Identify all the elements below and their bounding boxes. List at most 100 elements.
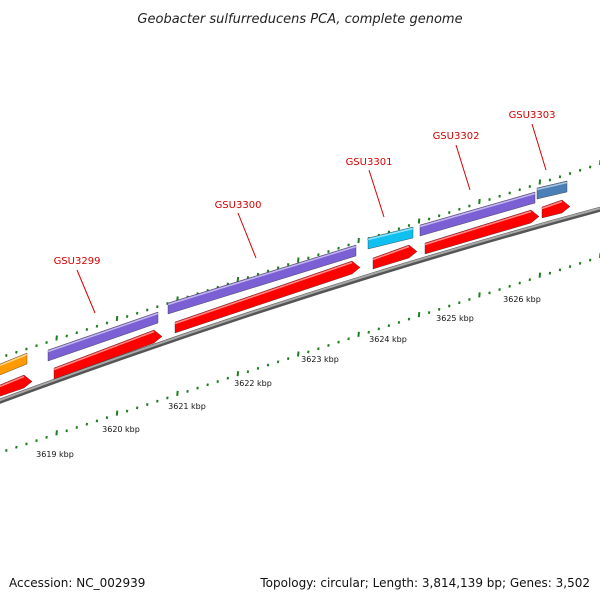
outer-ruler-tick [488,198,491,201]
outer-ruler-tick [417,218,421,224]
inner-ruler-tick [478,292,481,298]
outer-ruler-tick [347,243,350,247]
genome-backbone [0,206,600,404]
inner-ruler-tick [568,265,572,269]
outer-ruler-tick [25,347,28,351]
gene-labels: GSU3299 GSU3300 GSU3301 GSU3302 GSU3303 [54,110,556,314]
inner-ruler-tick [508,284,511,288]
kbp-label: 3619 kbp [36,450,74,459]
leader-GSU3302 [455,144,471,191]
gene-block-GSU3301-shine [367,227,414,241]
cds-arrow-GSU3302 [424,209,540,255]
inner-ruler-tick [468,297,471,301]
inner-ruler-tick [448,304,451,308]
cds-arrow-GSU3301 [372,244,418,270]
outer-ruler-tick [518,188,521,192]
inner-ruler-tick [548,271,552,275]
inner-ruler-tick [427,311,431,315]
kbp-label: 3626 kbp [503,295,541,304]
outer-ruler-tick [528,185,532,188]
gene-block-GSU3302-shine [419,192,536,228]
outer-ruler-tick [105,321,109,325]
outer-ruler-tick [125,315,129,318]
leader-GSU3300 [237,212,257,259]
inner-ruler-tick [176,390,179,396]
outer-ruler-tick [45,341,48,344]
inner-ruler-tick [236,371,240,377]
gene-block-GSU3302 [419,191,536,237]
outer-ruler-tick [156,305,159,309]
cds-arrow-partial [0,374,33,397]
leader-GSU3303 [531,123,547,171]
inner-ruler-tick [357,331,360,337]
outer-ruler-tick [357,237,360,244]
inner-ruler-tick [347,337,350,341]
inner-ruler-tick [206,383,209,387]
outer-ruler-tick [508,191,511,195]
gene-label-GSU3303: GSU3303 [509,110,556,121]
leader-GSU3301 [368,169,385,218]
outer-ruler-tick [276,266,280,270]
outer-ruler [5,159,600,357]
outer-ruler-tick [55,335,58,341]
outer-ruler-tick [166,302,169,305]
summary-text: Topology: circular; Length: 3,814,139 bp… [260,576,590,590]
outer-ruler-tick [427,217,431,221]
cds-arrow-GSU3303-shine [541,200,563,210]
cds-arrow-GSU3300 [174,260,361,334]
outer-ruler-tick [146,308,149,312]
inner-ruler-tick [226,376,230,380]
inner-ruler-tick [196,386,199,390]
gene-label-GSU3300: GSU3300 [215,200,262,211]
gene-block-GSU3303-shine [536,181,568,191]
inner-ruler-tick [367,330,370,334]
outer-ruler-tick [558,175,562,179]
outer-ruler-tick [397,227,401,231]
outer-ruler-tick [407,224,411,227]
inner-ruler-tick [65,429,68,433]
outer-ruler-tick [297,257,300,263]
kbp-label: 3620 kbp [102,425,140,434]
outer-ruler-tick [286,263,290,266]
outer-ruler-tick [65,334,68,338]
inner-ruler-tick [397,320,401,324]
accession-text: Accession: NC_002939 [9,576,146,590]
inner-ruler-tick [75,426,79,429]
gene-block-GSU3300 [167,244,357,315]
inner-ruler-tick [307,350,310,354]
inner-ruler-tick [407,317,411,321]
inner-ruler-tick [256,366,260,370]
outer-ruler-tick [15,350,18,354]
cds-arrow-GSU3301-shine [372,245,410,261]
kbp-label: 3622 kbp [234,379,272,388]
map-title: Geobacter sulfurreducens PCA, complete g… [137,12,462,27]
gene-label-GSU3302: GSU3302 [433,131,480,142]
leader-GSU3299 [76,269,96,314]
inner-ruler-tick [387,324,391,328]
gene-label-GSU3299: GSU3299 [54,256,101,267]
kbp-label: 3625 kbp [436,314,474,323]
inner-ruler-tick [35,439,38,443]
inner-ruler-tick [146,403,149,406]
inner-ruler-tick [266,363,270,367]
inner-ruler-tick [5,449,8,452]
genome-backbone-highlight [0,207,600,402]
kbp-label: 3621 kbp [168,402,206,411]
outer-ruler-tick [95,324,99,328]
inner-ruler-tick [317,347,320,351]
inner-ruler-tick [437,307,441,311]
outer-ruler-tick [588,165,592,169]
inner-ruler-tick [286,357,290,360]
outer-ruler-tick [85,328,89,331]
outer-ruler-tick [135,311,139,315]
kbp-label: 3624 kbp [369,335,407,344]
inner-ruler-tick [377,327,381,331]
outer-ruler-tick [498,194,501,198]
inner-ruler-tick [105,416,109,420]
outer-ruler-tick [448,211,451,214]
gene-block-GSU3301 [367,226,414,250]
inner-ruler [5,252,600,452]
cds-arrow-GSU3299-shine [53,330,155,371]
inner-ruler-tick [186,389,189,393]
cds-arrow-GSU3303 [541,199,571,219]
